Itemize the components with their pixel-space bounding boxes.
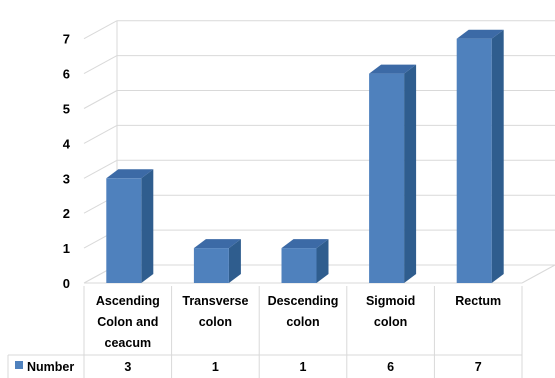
bar-front [369, 73, 405, 283]
bar [281, 239, 329, 283]
gridline-left-wall [83, 124, 118, 144]
bar-top [193, 239, 241, 249]
y-tick-label: 3 [63, 171, 70, 186]
data-value: 7 [475, 360, 482, 374]
floor-edge-right [521, 264, 555, 284]
bar-top [456, 29, 504, 39]
bar-top [281, 239, 329, 249]
bars [106, 29, 504, 284]
y-tick-label: 6 [63, 67, 70, 82]
bar-front [281, 248, 317, 283]
bar-front [193, 248, 229, 283]
bar [369, 64, 417, 283]
gridline-left-wall [83, 55, 118, 75]
bar [456, 29, 504, 284]
y-tick-label: 7 [63, 32, 70, 47]
y-tick-label: 2 [63, 206, 70, 221]
x-tick-label: Sigmoid colon [366, 294, 415, 329]
bar-front [456, 38, 492, 284]
bar-side [228, 239, 241, 283]
bar-side [404, 64, 417, 283]
data-table: Ascending Colon and ceacum Transverse colon D… [7, 286, 523, 378]
bar [106, 169, 154, 283]
bar-side [141, 169, 154, 283]
y-tick-label: 1 [63, 241, 70, 256]
data-value: 6 [387, 360, 394, 374]
bar-top [106, 169, 154, 179]
x-tick-label: Descending colon [268, 294, 339, 329]
bar-side [316, 239, 329, 283]
data-value: 1 [300, 360, 307, 374]
legend-label: Number [27, 360, 74, 374]
y-tick-label: 0 [63, 276, 70, 291]
gridline-left-wall [83, 90, 118, 109]
bar-top [369, 64, 417, 74]
y-axis: 0 1 2 3 4 5 6 7 [63, 32, 71, 291]
data-value: 1 [212, 360, 219, 374]
bar-front [106, 178, 142, 283]
x-tick-label: Rectum [455, 294, 501, 308]
y-tick-label: 4 [63, 136, 71, 151]
x-tick-label: Ascending Colon and ceacum [96, 294, 160, 350]
bar-side [491, 29, 504, 284]
bar [193, 239, 241, 283]
x-tick-label: Transverse colon [182, 294, 248, 329]
gridline-left-wall [83, 159, 118, 179]
data-value: 3 [124, 360, 131, 374]
gridline-left-wall [83, 20, 118, 40]
legend-swatch [15, 361, 23, 369]
y-tick-label: 5 [63, 102, 70, 117]
